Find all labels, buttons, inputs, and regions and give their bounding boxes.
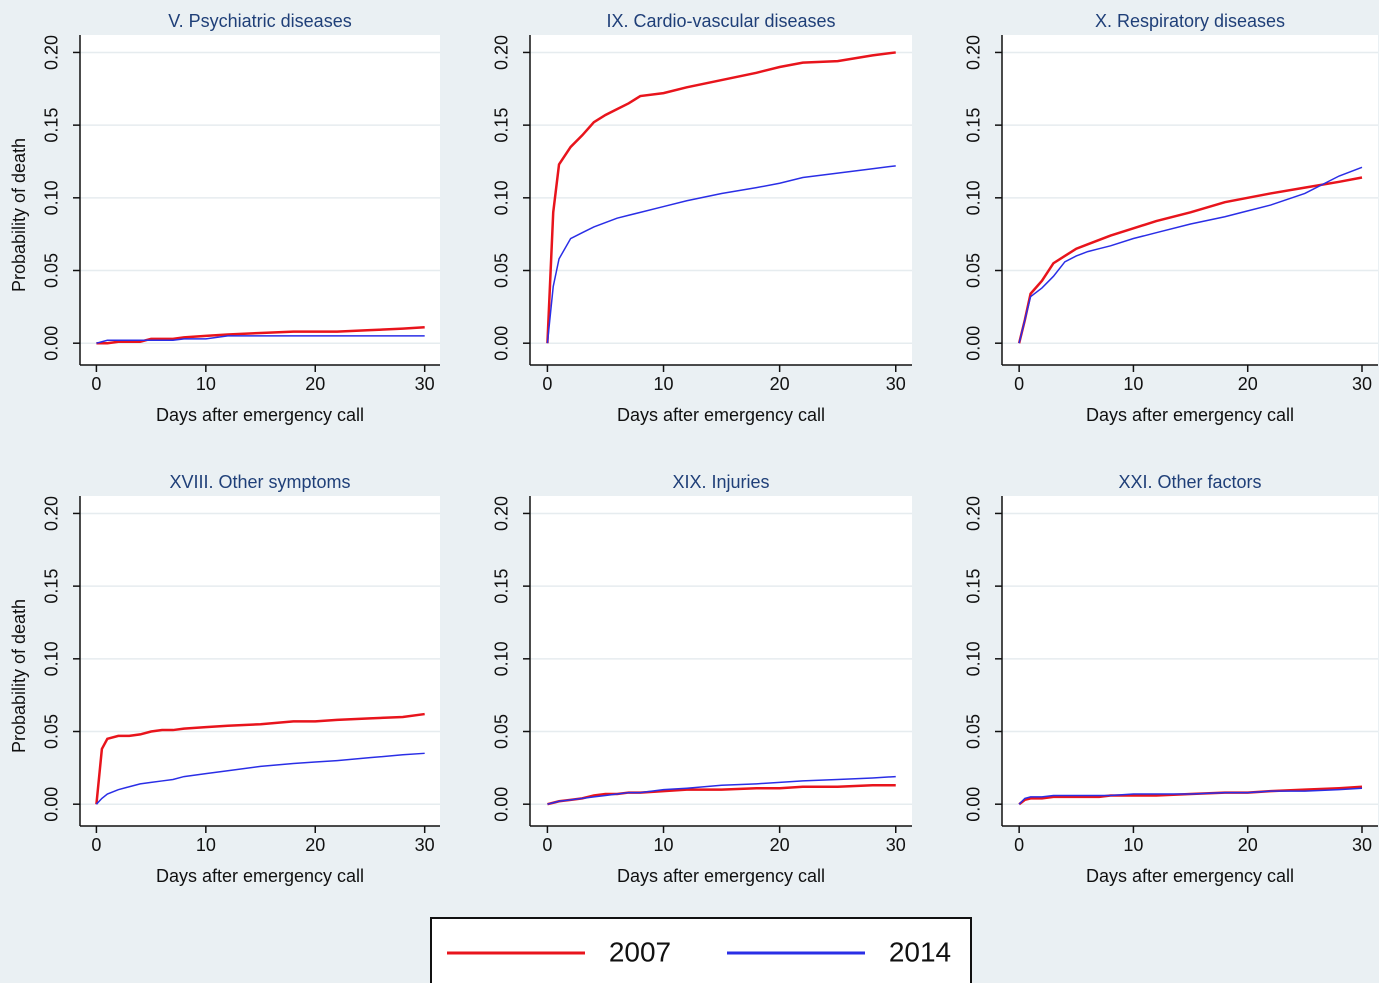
x-tick-label: 30 (886, 835, 906, 855)
y-tick-label: 0.10 (42, 641, 62, 676)
y-tick-label: 0.05 (42, 253, 62, 288)
x-tick-label: 20 (305, 835, 325, 855)
x-tick-label: 10 (196, 835, 216, 855)
x-tick-label: 0 (1014, 835, 1024, 855)
series-line (1018, 787, 1363, 805)
y-tick-label: 0.20 (492, 35, 512, 70)
x-tick-label: 0 (1014, 374, 1024, 394)
y-tick-label: 0.00 (492, 787, 512, 822)
chart-title: XXI. Other factors (1118, 472, 1261, 492)
y-tick-label: 0.15 (964, 108, 984, 143)
chart-title: V. Psychiatric diseases (168, 11, 351, 31)
series-line (546, 165, 896, 344)
y-tick-label: 0.20 (42, 496, 62, 531)
chart-title: XIX. Injuries (672, 472, 769, 492)
plot-area (1002, 496, 1378, 826)
x-tick-label: 20 (770, 374, 790, 394)
plot-area (80, 35, 440, 365)
x-axis-label: Days after emergency call (617, 866, 825, 886)
x-tick-label: 30 (886, 374, 906, 394)
y-tick-label: 0.20 (964, 496, 984, 531)
x-tick-label: 30 (1352, 835, 1372, 855)
x-tick-label: 0 (542, 374, 552, 394)
x-tick-label: 0 (91, 835, 101, 855)
y-tick-label: 0.00 (42, 787, 62, 822)
x-tick-label: 10 (654, 374, 674, 394)
legend-box (430, 917, 972, 983)
x-tick-label: 0 (91, 374, 101, 394)
plot-area (80, 496, 440, 826)
x-axis-label: Days after emergency call (1086, 405, 1294, 425)
y-tick-label: 0.10 (492, 641, 512, 676)
x-tick-label: 30 (415, 374, 435, 394)
plot-area (530, 496, 912, 826)
x-tick-label: 20 (1238, 835, 1258, 855)
x-axis-label: Days after emergency call (156, 866, 364, 886)
x-tick-label: 0 (542, 835, 552, 855)
plot-area (530, 35, 912, 365)
series-line (95, 712, 425, 805)
y-axis-label: Probability of death (9, 138, 29, 292)
legend-label: 2014 (889, 936, 951, 967)
x-tick-label: 10 (196, 374, 216, 394)
y-tick-label: 0.00 (964, 326, 984, 361)
y-tick-label: 0.20 (964, 35, 984, 70)
x-tick-label: 20 (770, 835, 790, 855)
chart-title: IX. Cardio-vascular diseases (606, 11, 835, 31)
y-tick-label: 0.00 (42, 326, 62, 361)
x-axis-label: Days after emergency call (1086, 866, 1294, 886)
y-tick-label: 0.10 (964, 180, 984, 215)
x-tick-label: 20 (305, 374, 325, 394)
series-line (1017, 176, 1363, 344)
x-tick-label: 10 (654, 835, 674, 855)
series-line (96, 325, 425, 345)
x-tick-label: 20 (1238, 374, 1258, 394)
x-tick-label: 30 (1352, 374, 1372, 394)
y-tick-label: 0.15 (42, 569, 62, 604)
y-tick-label: 0.10 (42, 180, 62, 215)
y-tick-label: 0.00 (964, 787, 984, 822)
series-line (95, 752, 425, 805)
y-tick-label: 0.05 (42, 714, 62, 749)
y-tick-label: 0.20 (42, 35, 62, 70)
y-tick-label: 0.15 (964, 569, 984, 604)
y-tick-label: 0.15 (42, 108, 62, 143)
y-tick-label: 0.10 (964, 641, 984, 676)
chart-title: XVIII. Other symptoms (169, 472, 350, 492)
x-tick-label: 30 (415, 835, 435, 855)
series-line (96, 335, 425, 344)
y-tick-label: 0.05 (964, 714, 984, 749)
y-axis-label: Probability of death (9, 599, 29, 753)
y-tick-label: 0.20 (492, 496, 512, 531)
series-line (1018, 166, 1363, 344)
legend-label: 2007 (609, 936, 671, 967)
series-line (546, 51, 896, 344)
x-tick-label: 10 (1123, 835, 1143, 855)
chart-title: X. Respiratory diseases (1095, 11, 1285, 31)
series-line (547, 775, 896, 805)
y-tick-label: 0.05 (492, 253, 512, 288)
x-tick-label: 10 (1123, 374, 1143, 394)
y-tick-label: 0.00 (492, 326, 512, 361)
plot-area (1002, 35, 1378, 365)
y-tick-label: 0.05 (492, 714, 512, 749)
x-axis-label: Days after emergency call (156, 405, 364, 425)
x-axis-label: Days after emergency call (617, 405, 825, 425)
y-tick-label: 0.10 (492, 180, 512, 215)
y-tick-label: 0.15 (492, 108, 512, 143)
y-tick-label: 0.05 (964, 253, 984, 288)
y-tick-label: 0.15 (492, 569, 512, 604)
